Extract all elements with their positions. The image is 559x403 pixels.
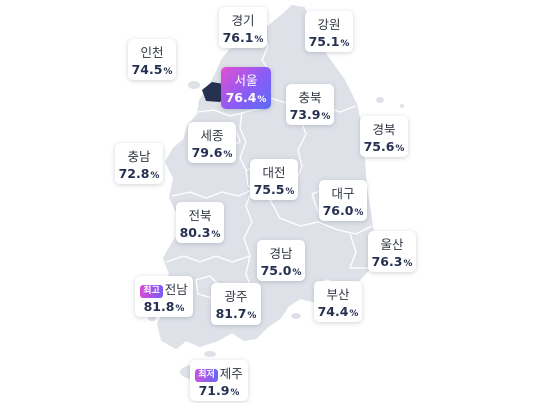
region-card-gwangju[interactable]: 광주 81.7% xyxy=(211,283,261,325)
region-name: 대구 xyxy=(331,186,355,201)
region-name: 부산 xyxy=(326,287,350,302)
region-name: 광주 xyxy=(224,289,248,304)
region-value: 76.3% xyxy=(371,254,413,269)
region-card-chungbuk[interactable]: 충북 73.9% xyxy=(286,84,334,125)
region-value: 80.3% xyxy=(179,225,221,240)
region-card-jeonnam[interactable]: 최고 전남 81.8% xyxy=(135,276,193,317)
region-value: 76.4% xyxy=(225,90,267,105)
lowest-badge: 최저 xyxy=(195,369,218,382)
border-chungnam-chungbuk xyxy=(239,111,247,171)
west-island xyxy=(188,81,200,89)
region-value: 81.7% xyxy=(215,306,257,321)
border-jeonbuk-jeonnam xyxy=(165,255,251,263)
region-card-gyeonggi[interactable]: 경기 76.1% xyxy=(219,7,267,48)
region-card-daegu[interactable]: 대구 76.0% xyxy=(319,180,367,221)
region-name: 세종 xyxy=(200,128,224,143)
border-gyeongbuk-gyeongnam xyxy=(269,199,373,235)
region-value: 71.9% xyxy=(198,383,240,398)
region-card-chungnam[interactable]: 충남 72.8% xyxy=(115,143,163,184)
region-name: 경남 xyxy=(269,246,293,261)
region-name: 충남 xyxy=(127,149,151,164)
region-name: 제주 xyxy=(219,366,243,381)
region-name: 전남 xyxy=(164,282,188,297)
region-name: 경기 xyxy=(231,13,255,28)
south-island-1 xyxy=(204,351,216,357)
region-value: 75.5% xyxy=(253,182,295,197)
region-value: 75.6% xyxy=(363,139,405,154)
region-card-jeju[interactable]: 최저 제주 71.9% xyxy=(190,360,248,401)
border-ulsan xyxy=(349,233,368,269)
region-name: 전북 xyxy=(188,208,212,223)
region-value: 76.0% xyxy=(322,203,364,218)
region-value: 75.0% xyxy=(260,263,302,278)
south-island-2 xyxy=(291,313,301,319)
region-name: 충북 xyxy=(298,90,322,105)
region-card-sejong[interactable]: 세종 79.6% xyxy=(188,122,236,163)
border-chungnam-jeonbuk xyxy=(171,189,253,199)
region-card-incheon[interactable]: 인천 74.5% xyxy=(128,39,176,80)
region-value: 81.8% xyxy=(143,299,185,314)
region-card-gangwon[interactable]: 강원 75.1% xyxy=(305,11,353,52)
highest-badge: 최고 xyxy=(140,285,163,298)
region-name: 울산 xyxy=(380,237,404,252)
region-name-row: 최저 제주 xyxy=(190,366,248,382)
region-value: 74.4% xyxy=(317,304,359,319)
border-jeonbuk-gyeongnam xyxy=(243,189,253,257)
region-value: 72.8% xyxy=(118,166,160,181)
region-card-gyeongbuk[interactable]: 경북 75.6% xyxy=(360,116,408,157)
region-card-jeonbuk[interactable]: 전북 80.3% xyxy=(176,202,224,243)
region-name: 경북 xyxy=(372,122,396,137)
region-value: 79.6% xyxy=(191,145,233,160)
dokdo-island xyxy=(400,104,404,108)
region-name: 강원 xyxy=(317,17,341,32)
region-name-row: 최고 전남 xyxy=(135,282,193,298)
region-name: 서울 xyxy=(234,73,258,88)
region-name: 인천 xyxy=(140,45,164,60)
ulleungdo-island xyxy=(376,97,384,103)
region-card-seoul[interactable]: 서울 76.4% xyxy=(221,67,271,109)
region-value: 75.1% xyxy=(308,34,350,49)
region-value: 74.5% xyxy=(131,62,173,77)
region-card-ulsan[interactable]: 울산 76.3% xyxy=(368,231,416,272)
region-value: 76.1% xyxy=(222,30,264,45)
region-card-gyeongnam[interactable]: 경남 75.0% xyxy=(257,240,305,281)
region-card-daejeon[interactable]: 대전 75.5% xyxy=(250,159,298,200)
region-card-busan[interactable]: 부산 74.4% xyxy=(314,281,362,322)
region-value: 73.9% xyxy=(289,107,331,122)
region-name: 대전 xyxy=(262,165,286,180)
